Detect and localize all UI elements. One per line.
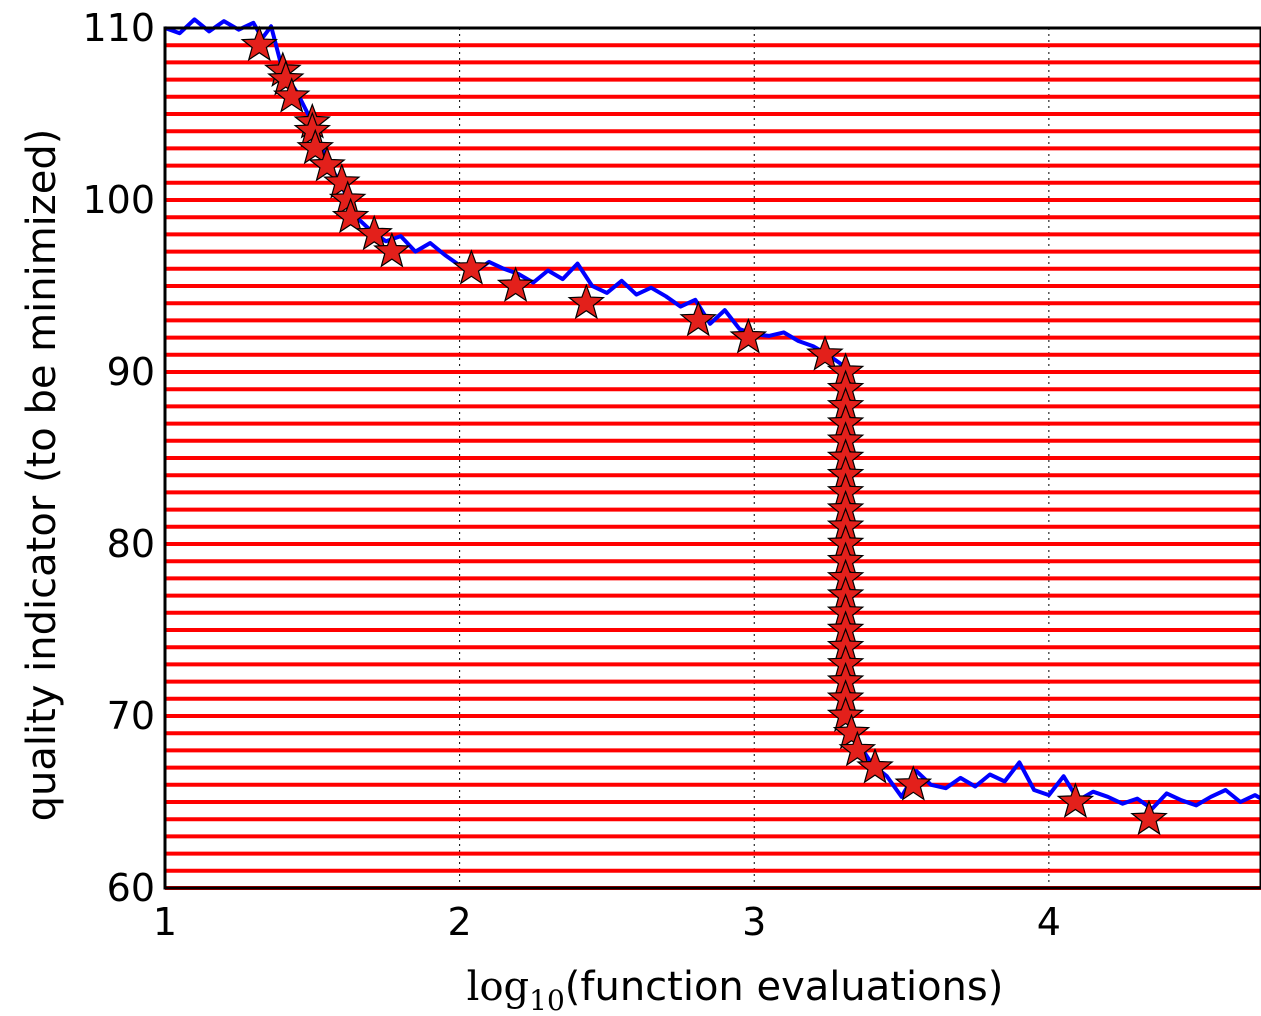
x-tick-label: 3	[742, 900, 766, 944]
y-tick-label: 70	[107, 694, 155, 738]
x-axis-label-log: log	[467, 964, 529, 1010]
x-tick-label: 1	[153, 900, 177, 944]
y-tick-label: 90	[107, 350, 155, 394]
x-tick-label: 2	[448, 900, 472, 944]
star-marker	[681, 302, 715, 335]
y-tick-label: 80	[107, 522, 155, 566]
y-axis-label: quality indicator (to be minimized)	[19, 129, 65, 822]
star-marker	[1132, 801, 1166, 834]
star-marker	[829, 698, 863, 731]
noisy-line	[165, 19, 1261, 809]
y-tick-labels: 60 70 80 90 100 110	[82, 6, 155, 910]
star-marker	[334, 199, 368, 232]
x-axis-label-subscript: 10	[529, 984, 565, 1016]
x-tick-labels: 1 2 3 4	[153, 900, 1061, 944]
star-marker	[1058, 784, 1092, 817]
noisy-line-series	[165, 19, 1261, 809]
y-tick-label: 100	[82, 178, 155, 222]
star-marker	[499, 268, 533, 301]
y-tick-label: 110	[82, 6, 155, 50]
x-tick-label: 4	[1037, 900, 1061, 944]
star-marker	[808, 337, 842, 370]
y-tick-label: 60	[107, 866, 155, 910]
x-axis-label: log10(function evaluations)	[467, 964, 1004, 1016]
x-axis-label-text: (function evaluations)	[565, 964, 1004, 1010]
star-marker	[454, 251, 488, 284]
